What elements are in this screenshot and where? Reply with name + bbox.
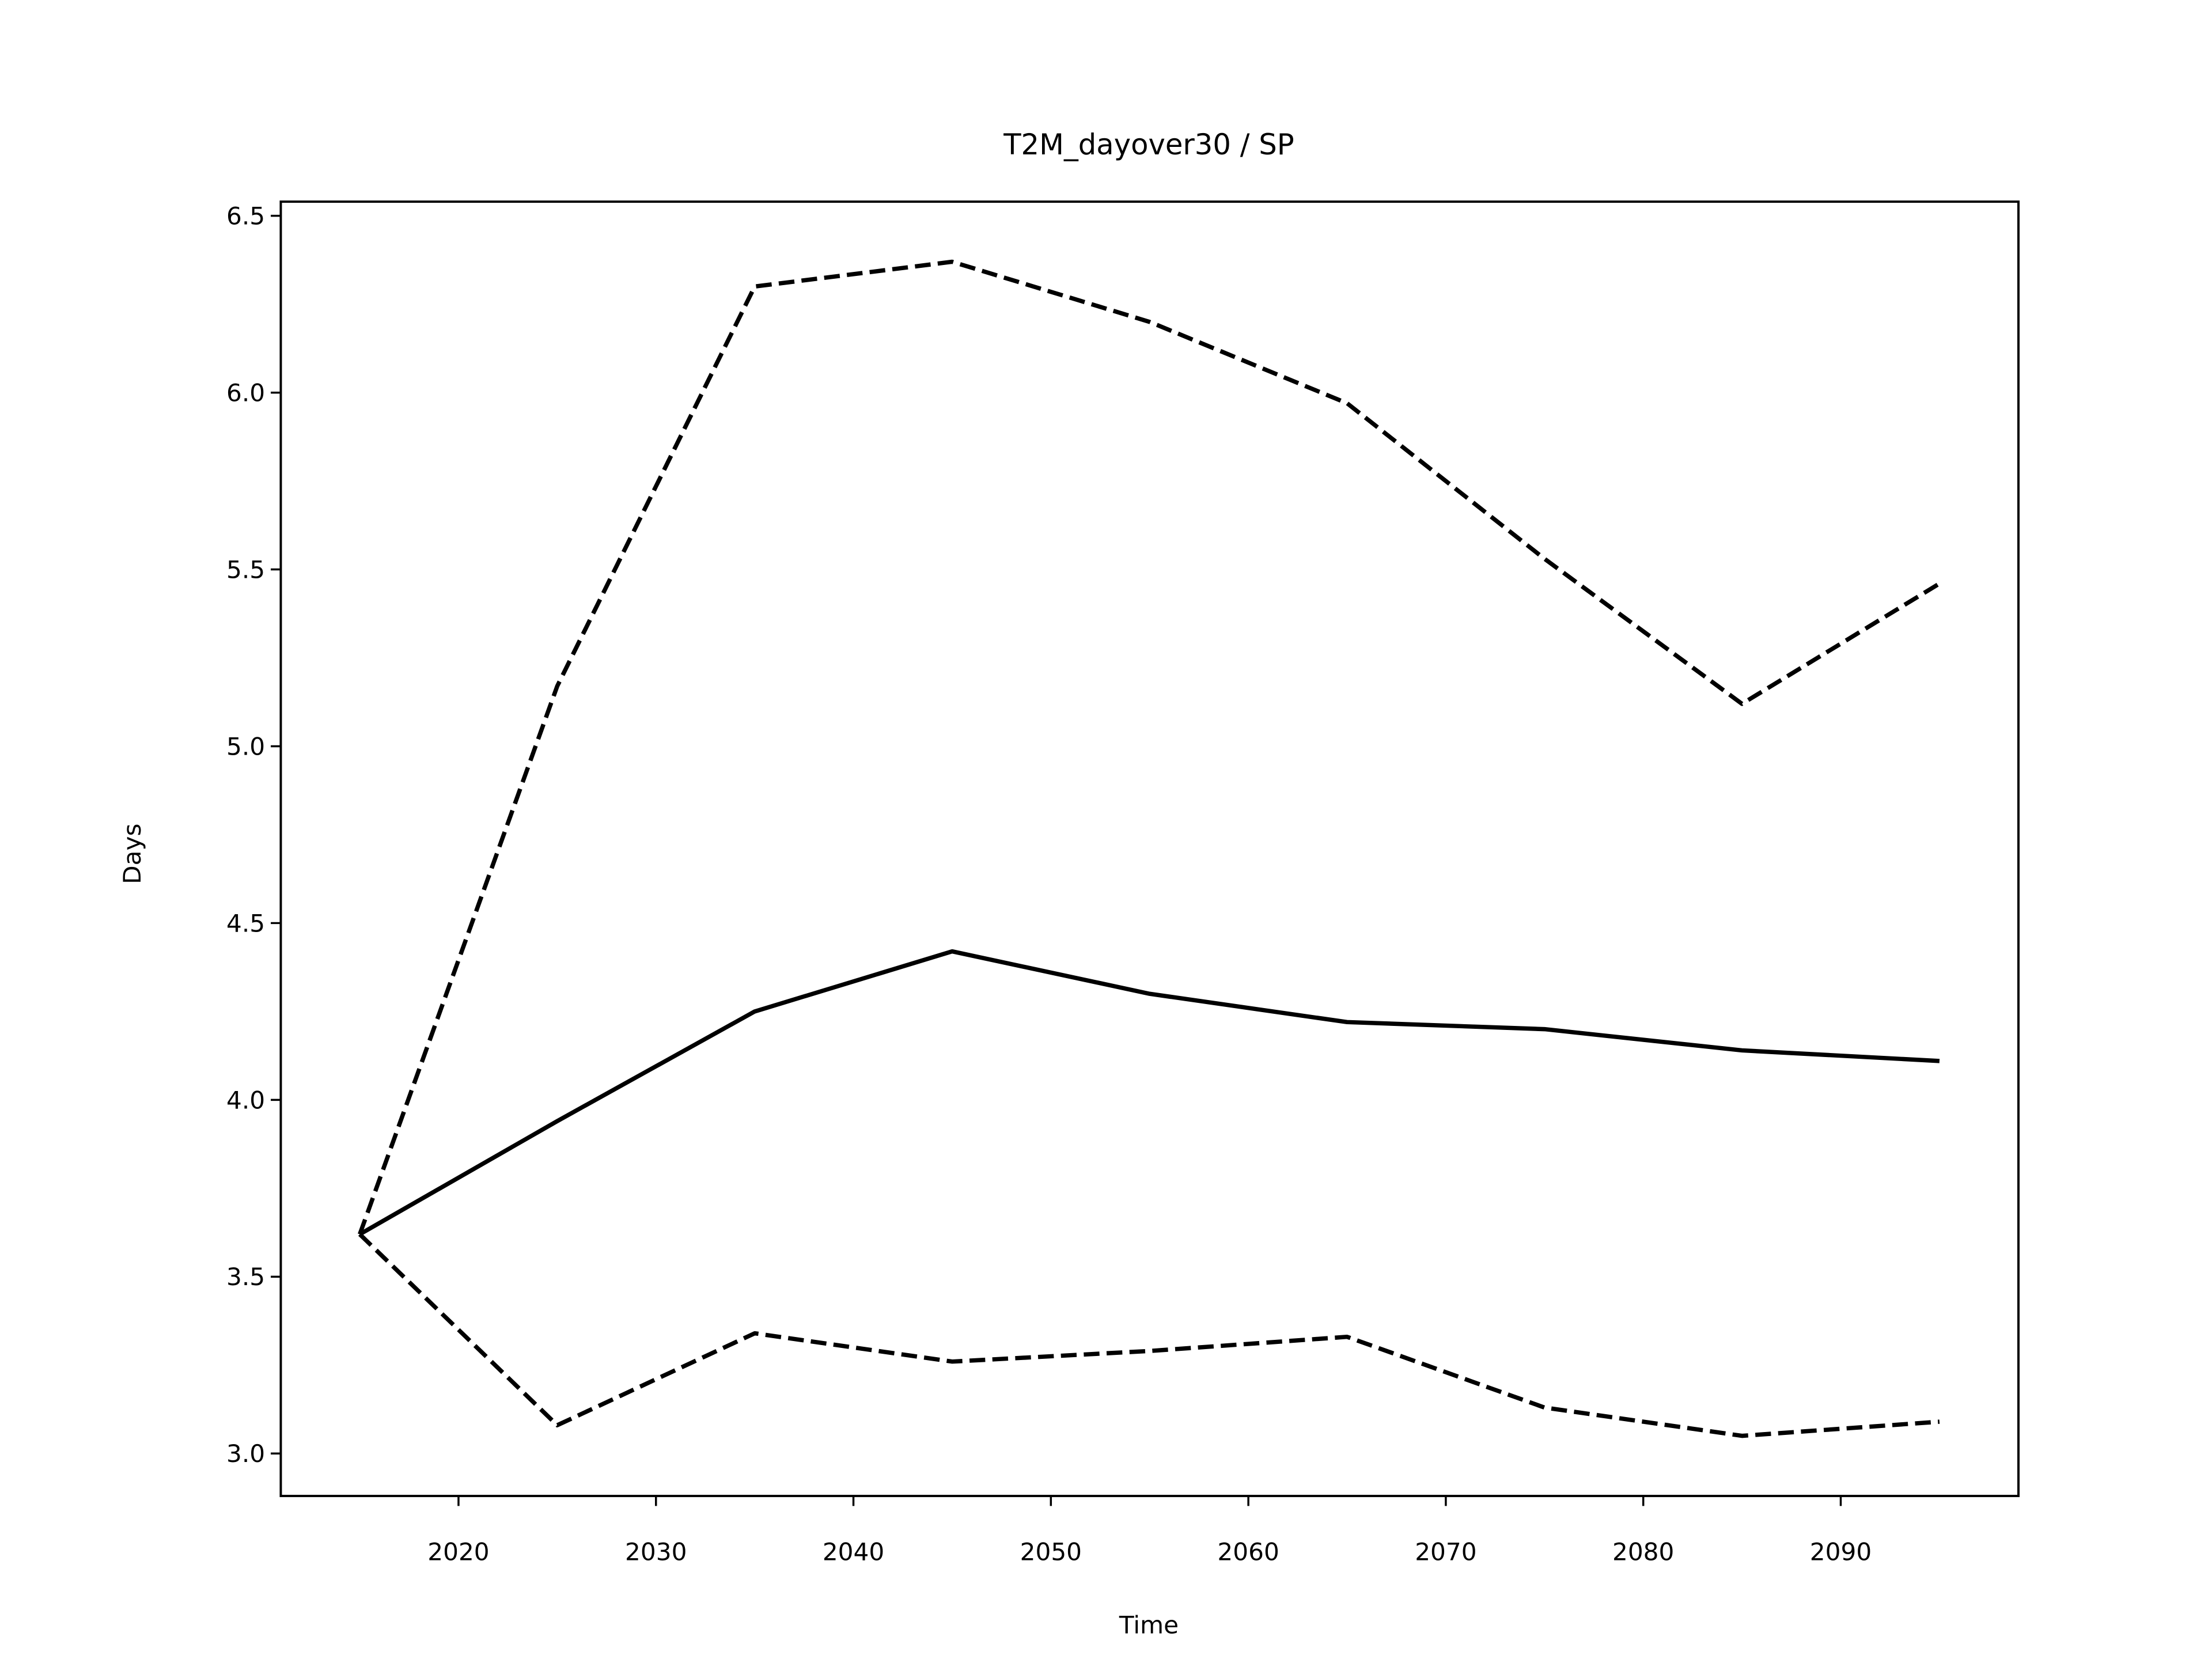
plot-frame xyxy=(279,200,2020,1497)
y-tick-label: 6.5 xyxy=(226,202,265,230)
x-axis-label: Time xyxy=(1119,1611,1179,1639)
y-tick-label: 3.0 xyxy=(226,1440,265,1468)
x-tick-label: 2040 xyxy=(823,1538,884,1566)
y-tick-label: 4.0 xyxy=(226,1086,265,1114)
x-tick-label: 2020 xyxy=(427,1538,489,1566)
series-line xyxy=(358,259,1941,1235)
y-tick-label: 5.0 xyxy=(226,732,265,760)
series-line xyxy=(358,1232,1940,1438)
x-tick-label: 2050 xyxy=(1020,1538,1082,1566)
x-tick-label: 2080 xyxy=(1612,1538,1674,1566)
series-line xyxy=(358,949,1940,1236)
chart-title: T2M_dayover30 / SP xyxy=(1003,128,1294,161)
y-tick-label: 3.5 xyxy=(226,1263,265,1291)
y-axis-label: Days xyxy=(118,824,146,884)
y-tick-label: 5.5 xyxy=(226,555,265,584)
y-tick-label: 6.0 xyxy=(226,378,265,407)
y-tick-label: 4.5 xyxy=(226,909,265,937)
x-tick-label: 2030 xyxy=(625,1538,687,1566)
x-tick-label: 2060 xyxy=(1217,1538,1279,1566)
x-tick-label: 2090 xyxy=(1810,1538,1872,1566)
x-tick-label: 2070 xyxy=(1415,1538,1476,1566)
